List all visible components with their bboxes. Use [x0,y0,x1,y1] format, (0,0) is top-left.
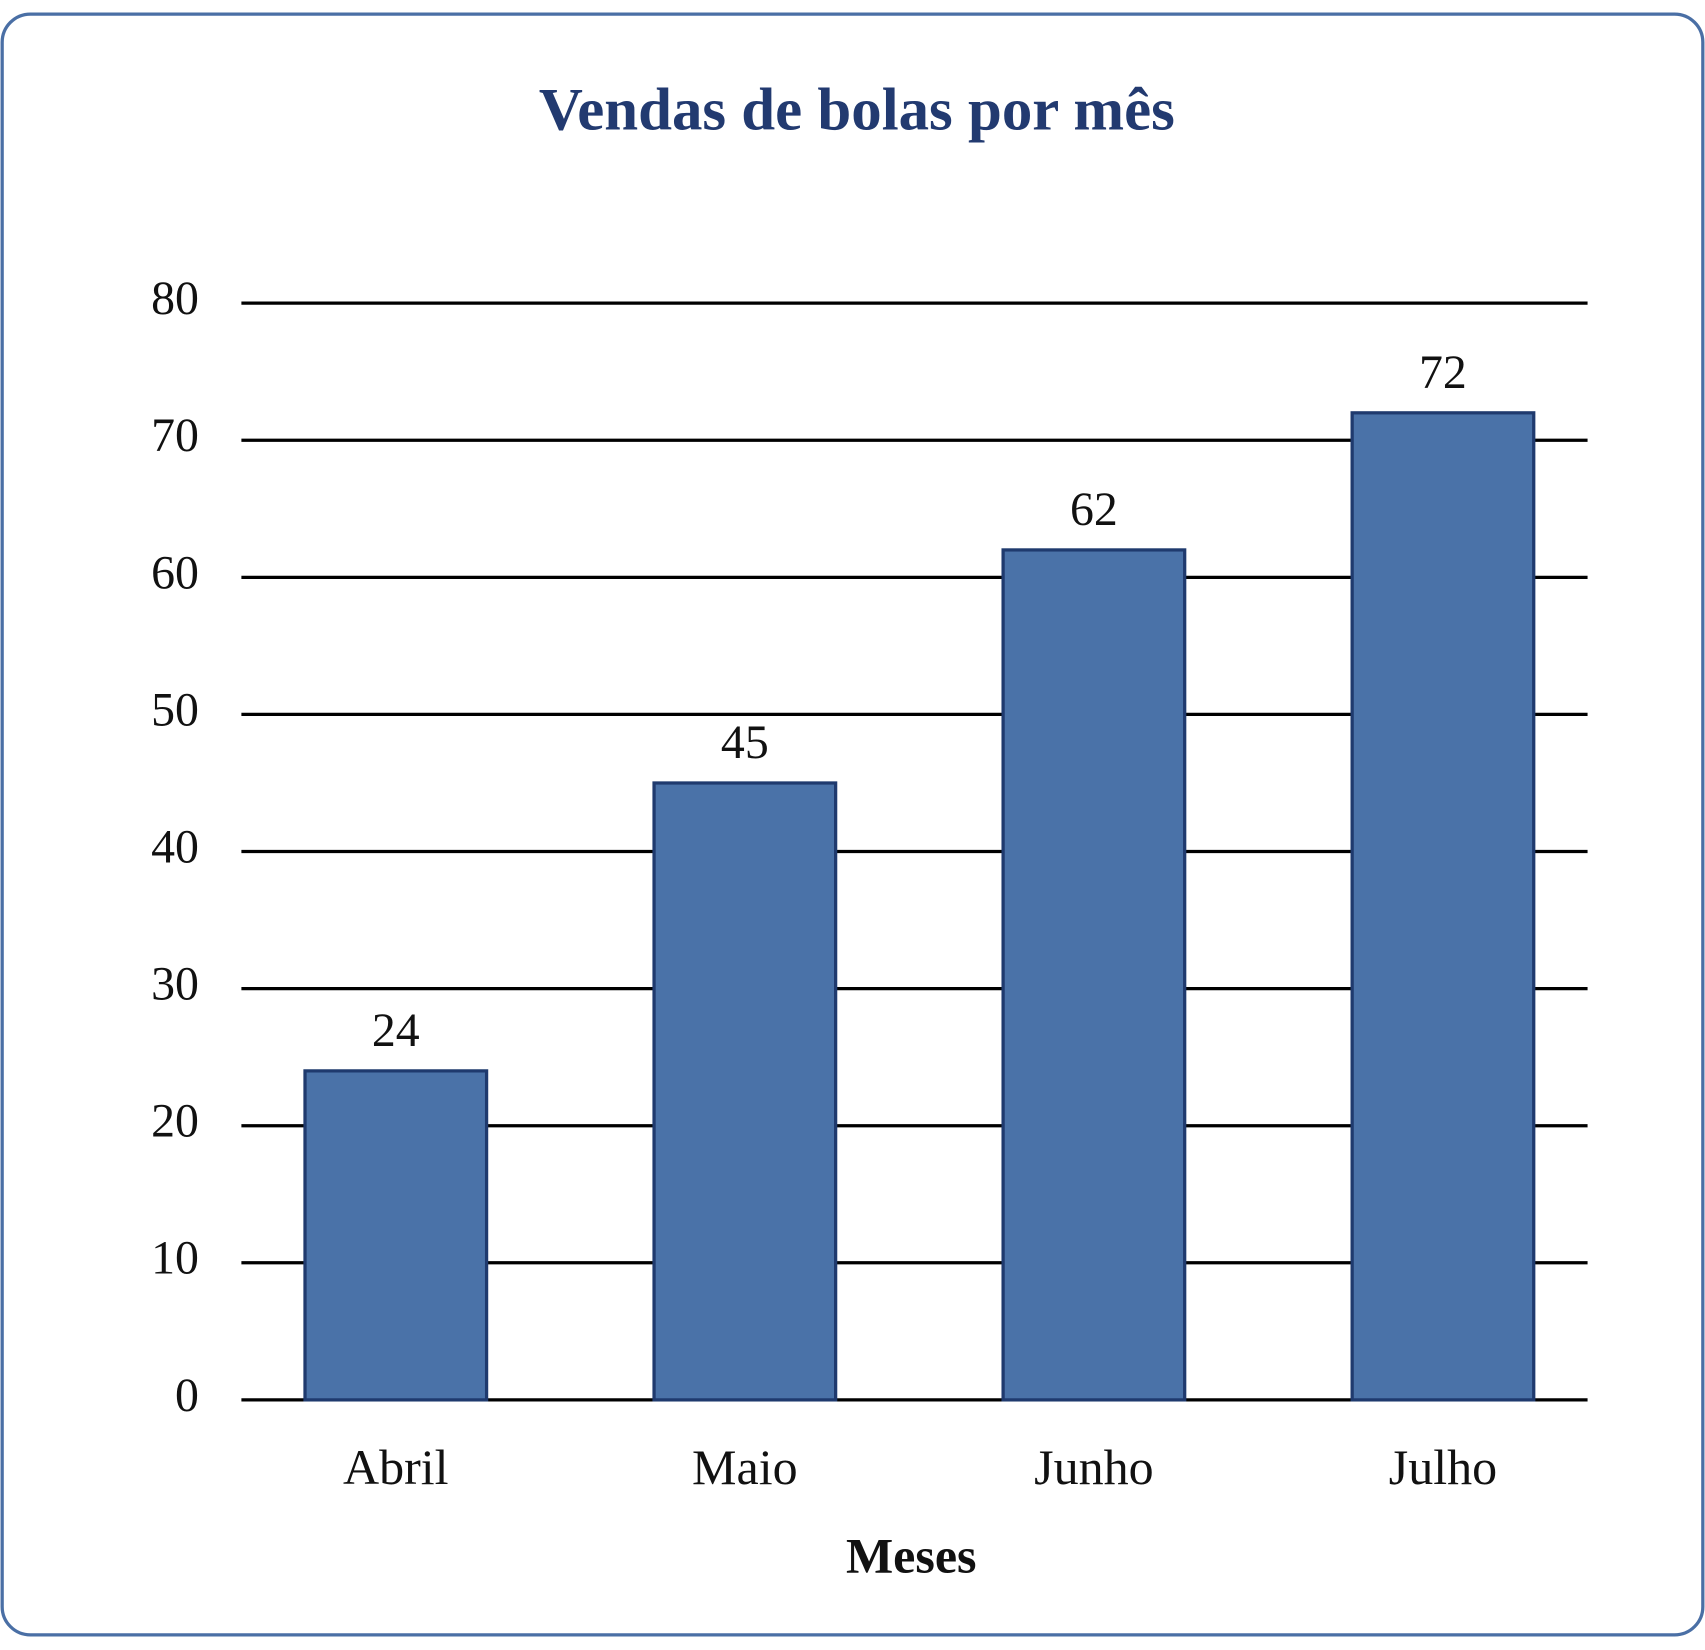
x-tick-label: Junho [1034,1440,1153,1495]
y-tick-label: 20 [151,1095,199,1148]
bar [1350,411,1536,1402]
bar [652,781,838,1402]
x-tick-label: Maio [692,1440,798,1495]
y-tick-label: 80 [151,272,199,325]
bar [303,1069,489,1402]
y-tick-label: 50 [151,683,199,736]
data-label: 72 [1419,346,1467,399]
y-tick-label: 70 [151,409,199,462]
data-label: 24 [372,1004,420,1057]
x-tick-label: Abril [343,1440,449,1495]
x-tick-label: Julho [1389,1440,1497,1495]
y-tick-label: 40 [151,821,199,874]
chart-title: Vendas de bolas por mês [539,77,1175,144]
x-axis-label: Meses [846,1529,977,1584]
y-tick-label: 0 [175,1369,199,1422]
bar [1001,548,1187,1402]
y-tick-label: 30 [151,958,199,1011]
data-label: 62 [1070,483,1118,536]
data-label: 45 [721,716,769,769]
y-tick-label: 60 [151,546,199,599]
y-tick-label: 10 [151,1232,199,1285]
